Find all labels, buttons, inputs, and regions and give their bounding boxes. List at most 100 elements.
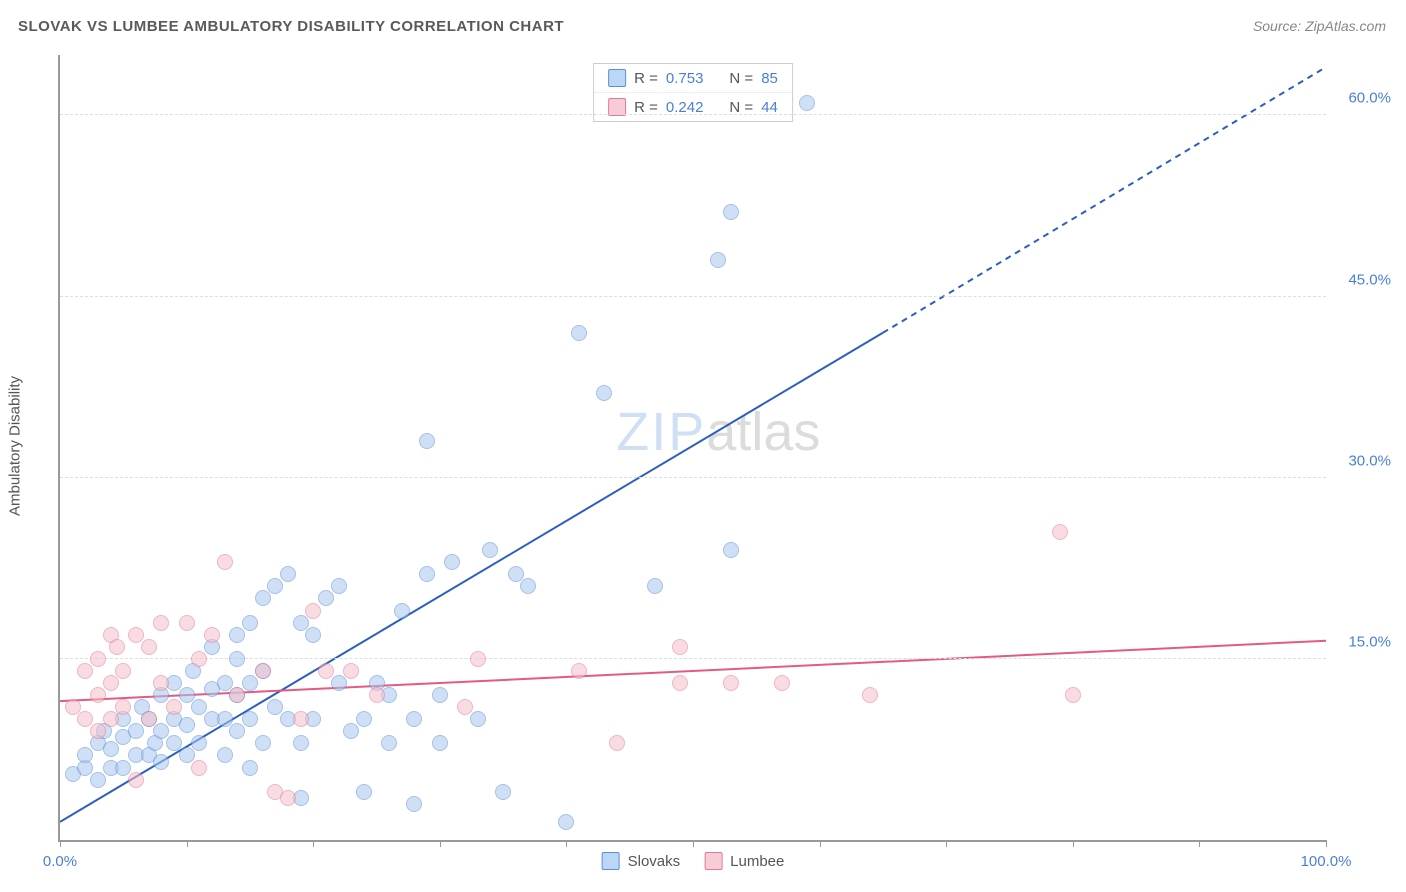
data-point xyxy=(153,675,169,691)
y-axis-label: Ambulatory Disability xyxy=(7,376,24,516)
data-point xyxy=(204,627,220,643)
x-tick xyxy=(1199,840,1200,847)
data-point xyxy=(153,754,169,770)
data-point xyxy=(343,723,359,739)
gridline xyxy=(60,114,1326,115)
data-point xyxy=(115,663,131,679)
watermark: ZIPatlas xyxy=(616,401,820,463)
data-point xyxy=(672,675,688,691)
data-point xyxy=(444,554,460,570)
data-point xyxy=(318,590,334,606)
y-tick-label: 30.0% xyxy=(1348,452,1391,469)
data-point xyxy=(166,735,182,751)
data-point xyxy=(128,772,144,788)
plot-area: ZIPatlas R = 0.753 N = 85 R = 0.242 N = … xyxy=(58,55,1326,842)
data-point xyxy=(217,711,233,727)
data-point xyxy=(723,542,739,558)
data-point xyxy=(191,651,207,667)
data-point xyxy=(217,554,233,570)
data-point xyxy=(77,747,93,763)
data-point xyxy=(90,687,106,703)
data-point xyxy=(406,711,422,727)
data-point xyxy=(558,814,574,830)
data-point xyxy=(191,699,207,715)
data-point xyxy=(647,578,663,594)
data-point xyxy=(495,784,511,800)
data-point xyxy=(862,687,878,703)
data-point xyxy=(571,663,587,679)
legend-stats-row-lumbee: R = 0.242 N = 44 xyxy=(594,92,792,121)
swatch-blue-icon xyxy=(608,69,626,87)
data-point xyxy=(419,433,435,449)
swatch-pink-icon xyxy=(704,852,722,870)
data-point xyxy=(293,711,309,727)
data-point xyxy=(280,566,296,582)
legend-item-lumbee: Lumbee xyxy=(704,852,784,870)
data-point xyxy=(305,627,321,643)
n-value-lumbee: 44 xyxy=(761,99,778,116)
n-value-slovaks: 85 xyxy=(761,70,778,87)
data-point xyxy=(179,687,195,703)
data-point xyxy=(217,747,233,763)
data-point xyxy=(77,663,93,679)
swatch-pink-icon xyxy=(608,98,626,116)
data-point xyxy=(255,590,271,606)
x-tick xyxy=(440,840,441,847)
data-point xyxy=(267,578,283,594)
data-point xyxy=(166,699,182,715)
data-point xyxy=(331,578,347,594)
legend-item-slovaks: Slovaks xyxy=(602,852,681,870)
data-point xyxy=(293,615,309,631)
r-label: R = xyxy=(634,99,658,116)
data-point xyxy=(369,687,385,703)
data-point xyxy=(128,627,144,643)
r-value-slovaks: 0.753 xyxy=(666,70,704,87)
n-label: N = xyxy=(729,70,753,87)
chart-title: SLOVAK VS LUMBEE AMBULATORY DISABILITY C… xyxy=(18,18,564,35)
data-point xyxy=(65,699,81,715)
x-tick xyxy=(187,840,188,847)
x-tick xyxy=(1326,840,1327,847)
data-point xyxy=(242,711,258,727)
data-point xyxy=(482,542,498,558)
data-point xyxy=(318,663,334,679)
trend-line xyxy=(60,641,1326,701)
data-point xyxy=(90,651,106,667)
data-point xyxy=(571,325,587,341)
x-tick xyxy=(60,840,61,847)
watermark-atlas: atlas xyxy=(706,402,820,462)
data-point xyxy=(710,252,726,268)
y-tick-label: 60.0% xyxy=(1348,90,1391,107)
data-point xyxy=(141,639,157,655)
data-point xyxy=(470,651,486,667)
watermark-zip: ZIP xyxy=(616,402,706,462)
data-point xyxy=(470,711,486,727)
data-point xyxy=(432,735,448,751)
data-point xyxy=(508,566,524,582)
x-tick xyxy=(946,840,947,847)
gridline xyxy=(60,477,1326,478)
x-tick xyxy=(820,840,821,847)
data-point xyxy=(419,566,435,582)
data-point xyxy=(109,639,125,655)
r-label: R = xyxy=(634,70,658,87)
x-tick xyxy=(1073,840,1074,847)
x-tick xyxy=(566,840,567,847)
data-point xyxy=(153,615,169,631)
data-point xyxy=(141,711,157,727)
data-point xyxy=(596,385,612,401)
chart-container: SLOVAK VS LUMBEE AMBULATORY DISABILITY C… xyxy=(0,0,1406,892)
legend-stats: R = 0.753 N = 85 R = 0.242 N = 44 xyxy=(593,63,793,122)
data-point xyxy=(179,717,195,733)
data-point xyxy=(356,711,372,727)
data-point xyxy=(799,95,815,111)
data-point xyxy=(128,723,144,739)
data-point xyxy=(103,711,119,727)
data-point xyxy=(305,603,321,619)
data-point xyxy=(90,772,106,788)
x-tick-label: 100.0% xyxy=(1301,853,1352,870)
data-point xyxy=(267,699,283,715)
data-point xyxy=(255,735,271,751)
trend-line xyxy=(883,67,1326,333)
data-point xyxy=(103,741,119,757)
